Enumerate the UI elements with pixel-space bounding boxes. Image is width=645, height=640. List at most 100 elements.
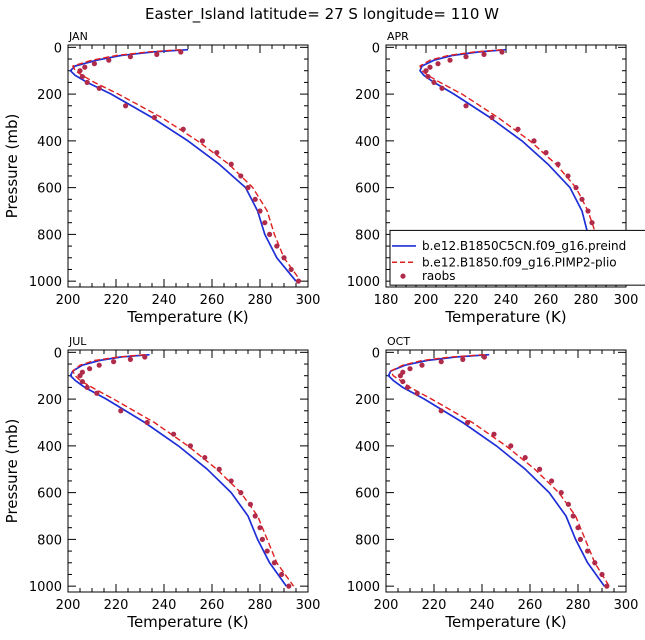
raobs-point: [558, 490, 564, 496]
x-axis-title: Temperature (K): [126, 613, 248, 631]
panel-label: JUL: [68, 335, 87, 348]
x-tick-label: 260: [534, 293, 559, 308]
raobs-point: [543, 149, 549, 156]
series-line-preind: [387, 353, 606, 587]
raobs-point: [565, 501, 572, 507]
raobs-point: [522, 454, 528, 461]
y-tick-label: 400: [37, 135, 62, 150]
y-tick-label: 1000: [347, 275, 380, 290]
raobs-point: [127, 54, 133, 60]
raobs-point: [599, 571, 605, 578]
raobs-point: [481, 51, 487, 57]
raobs-point: [400, 378, 406, 385]
y-tick-label: 1000: [29, 275, 62, 290]
plot-frame: [67, 44, 309, 288]
raobs-point: [491, 431, 497, 437]
raobs-point: [84, 384, 90, 391]
x-tick-label: 200: [374, 598, 399, 613]
y-tick-label: 400: [355, 440, 380, 455]
x-tick-label: 240: [152, 293, 177, 308]
series-line-preind: [69, 48, 297, 282]
y-axis-title: Pressure (mb): [3, 114, 21, 219]
legend-label: raobs: [422, 269, 456, 283]
raobs-point: [295, 278, 301, 284]
panel-jul: 200 220 240 260 280 300 0 200 400 600 800 1000 Tempe…: [3, 335, 320, 631]
y-tick-label: 0: [372, 346, 380, 361]
y-tick-label: 1000: [347, 580, 380, 595]
raobs-point: [247, 501, 253, 507]
legend-box: [389, 229, 645, 286]
raobs-point: [79, 73, 85, 80]
raobs-point: [96, 362, 102, 368]
raobs-point: [279, 571, 285, 578]
x-tick-label: 300: [614, 598, 639, 613]
panels: 200 220 240 260 280 300 0 200 400 600 800 1000 Tempe…: [3, 30, 645, 631]
raobs-point: [262, 220, 268, 226]
raobs-point: [252, 513, 258, 519]
raobs-point: [575, 525, 581, 531]
raobs-point: [573, 185, 579, 191]
raobs-point: [91, 61, 97, 67]
raobs-point: [431, 79, 437, 86]
raobs-point: [238, 173, 244, 179]
y-tick-label: 0: [54, 346, 62, 361]
x-tick-label: 280: [248, 598, 273, 613]
raobs-point: [187, 443, 193, 449]
raobs-point: [151, 114, 157, 121]
raobs-point: [288, 266, 294, 273]
raobs-point: [579, 196, 585, 202]
raobs-point: [565, 173, 571, 179]
raobs-point: [259, 536, 265, 542]
x-tick-label: 220: [422, 598, 447, 613]
series-group: [69, 353, 295, 589]
raobs-point: [407, 366, 413, 372]
raobs-point: [77, 68, 83, 74]
panel-label: APR: [387, 30, 409, 43]
panel-jan: 200 220 240 260 280 300 0 200 400 600 800 1000 Tempe…: [3, 30, 320, 326]
x-tick-label: 300: [296, 293, 321, 308]
y-tick-label: 600: [37, 487, 62, 502]
x-tick-label: 240: [470, 598, 495, 613]
series-line-plio: [419, 49, 619, 282]
raobs-point: [555, 161, 561, 167]
panel-apr: 180 200 220 240 260 280 300 0 200 400 600 800 1000 Te…: [347, 30, 645, 326]
y-tick-label: 0: [372, 41, 380, 56]
raobs-point: [570, 513, 576, 519]
x-tick-label: 280: [248, 293, 273, 308]
raobs-point: [481, 354, 487, 360]
raobs-point: [604, 583, 610, 589]
panel-oct: 200 220 240 260 280 300 0 200 400 600 800 1000 Tempe…: [347, 335, 639, 631]
raobs-point: [397, 373, 403, 379]
plot-frame: [385, 349, 627, 593]
raobs-point: [127, 356, 133, 362]
raobs-point: [82, 64, 88, 70]
raobs-point: [274, 243, 280, 249]
raobs-point: [257, 208, 263, 214]
x-tick-label: 300: [614, 293, 639, 308]
x-tick-label: 240: [152, 598, 177, 613]
raobs-point: [106, 57, 112, 63]
raobs-point: [286, 583, 292, 589]
raobs-point: [465, 419, 471, 426]
raobs-point: [257, 525, 263, 531]
raobs-point: [423, 68, 429, 74]
raobs-point: [228, 161, 234, 167]
y-tick-label: 400: [37, 440, 62, 455]
raobs-point: [419, 362, 425, 368]
raobs-point: [199, 138, 205, 144]
x-tick-label: 260: [200, 598, 225, 613]
raobs-point: [585, 208, 591, 214]
y-tick-label: 400: [355, 135, 380, 150]
raobs-point: [425, 73, 431, 80]
raobs-point: [549, 478, 555, 484]
plot-frame: [67, 349, 309, 593]
x-tick-label: 180: [374, 293, 399, 308]
raobs-point: [180, 126, 186, 132]
raobs-point: [264, 548, 270, 554]
series-line-plio: [72, 354, 295, 587]
raobs-point: [94, 390, 100, 396]
raobs-point: [463, 103, 469, 109]
raobs-point: [171, 431, 177, 437]
raobs-point: [123, 103, 129, 109]
